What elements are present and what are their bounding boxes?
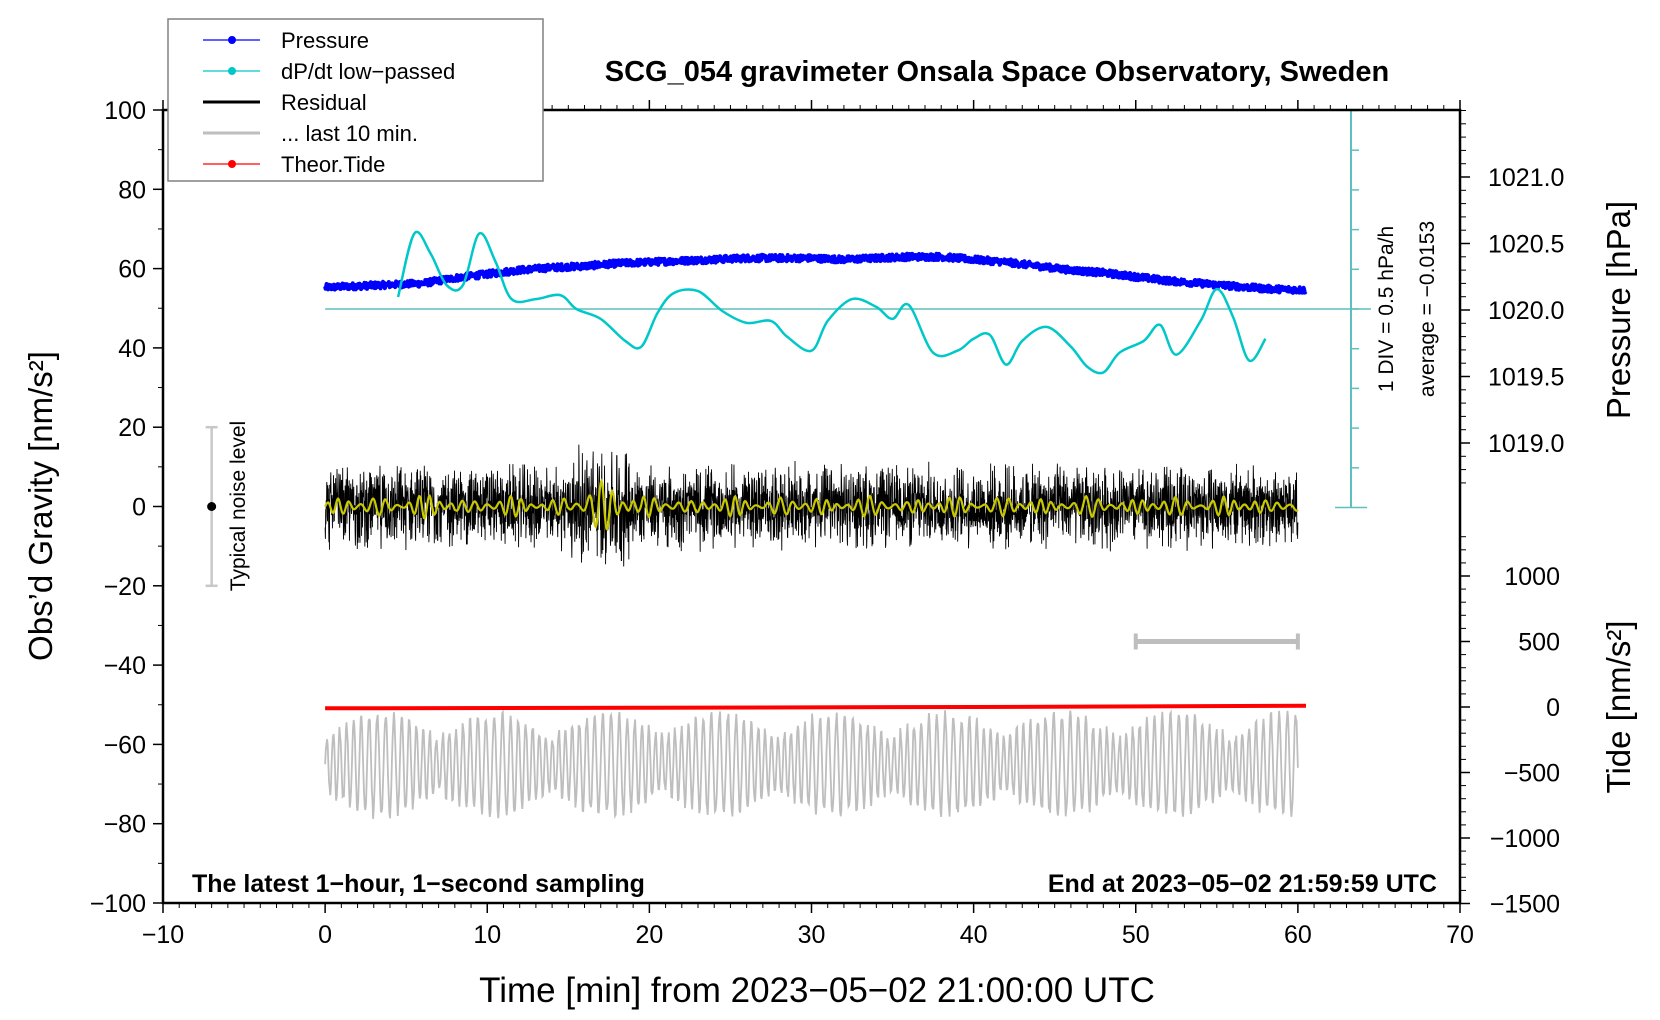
pressure-tick-label: 1019.5 [1488, 364, 1564, 392]
legend-label: Residual [281, 90, 367, 115]
y-tick-label: 100 [104, 97, 146, 125]
noise-bar-center [207, 502, 217, 511]
y-axis-label-tide: Tide [nm/s²] [1600, 621, 1637, 794]
last10min-series [324, 708, 1299, 820]
y-axis-label-left: Obs’d Gravity [nm/s²] [22, 351, 59, 661]
x-tick-label: 20 [635, 921, 663, 949]
x-tick-label: 10 [473, 921, 501, 949]
y-tick-label: 40 [118, 335, 146, 363]
y-tick-label: −20 [104, 573, 146, 601]
x-tick-label: −10 [142, 921, 184, 949]
annotation-sampling: The latest 1−hour, 1−second sampling [192, 870, 645, 898]
x-tick-label: 40 [960, 921, 988, 949]
chart-title: SCG_054 gravimeter Onsala Space Observat… [605, 56, 1389, 88]
x-tick-label: 60 [1284, 921, 1312, 949]
legend-box [167, 18, 544, 182]
residual-lowpassed-series [324, 478, 1299, 532]
x-tick-label: 0 [318, 921, 332, 949]
tide-series [325, 703, 1307, 711]
x-axis-label: Time [min] from 2023−05−02 21:00:00 UTC [479, 971, 1155, 1010]
axes-layer: −10 0 10 20 30 40 50 60 70100806040200−20−40−60−… [90, 97, 1565, 949]
dpdt-series [396, 230, 1267, 375]
legend-marker [228, 36, 236, 44]
legend-marker [228, 67, 236, 75]
y-axis-label-pressure: Pressure [hPa] [1600, 201, 1637, 419]
annotation-average: average = −0.0153 [1416, 221, 1439, 397]
pressure-tick-label: 1019.0 [1488, 430, 1564, 458]
x-tick-label: 70 [1446, 921, 1474, 949]
legend: Pressure dP/dt low−passed Residual ... last… [167, 18, 544, 182]
pressure-series [323, 251, 1308, 295]
annotation-scale: 1 DIV = 0.5 hPa/h [1375, 226, 1398, 392]
tide-tick-label: −500 [1504, 760, 1560, 788]
tide-tick-label: −1500 [1490, 891, 1560, 919]
tide-tick-label: −1000 [1490, 825, 1560, 853]
x-tick-label: 30 [798, 921, 826, 949]
legend-label: Pressure [281, 28, 369, 53]
y-tick-label: 60 [118, 256, 146, 284]
legend-label: dP/dt low−passed [281, 59, 455, 84]
legend-label: Theor.Tide [281, 152, 385, 177]
y-tick-label: −40 [104, 652, 146, 680]
y-tick-label: 0 [132, 494, 146, 522]
series-layer [205, 109, 1371, 820]
pressure-tick-label: 1020.5 [1488, 231, 1564, 259]
pressure-tick-label: 1020.0 [1488, 297, 1564, 325]
x-tick-label: 50 [1122, 921, 1150, 949]
y-tick-label: 80 [118, 176, 146, 204]
y-tick-label: 20 [118, 414, 146, 442]
pressure-tick-label: 1021.0 [1488, 164, 1564, 192]
noise-level-label: Typical noise level [227, 421, 250, 591]
y-tick-label: −60 [104, 731, 146, 759]
y-tick-label: −80 [104, 811, 146, 839]
tide-tick-label: 500 [1518, 629, 1560, 657]
y-tick-label: −100 [90, 890, 146, 918]
tide-tick-label: 0 [1546, 694, 1560, 722]
tide-tick-label: 1000 [1504, 563, 1560, 591]
legend-marker [228, 160, 236, 168]
annotation-end-time: End at 2023−05−02 21:59:59 UTC [1048, 870, 1437, 898]
legend-label: ... last 10 min. [281, 121, 418, 146]
